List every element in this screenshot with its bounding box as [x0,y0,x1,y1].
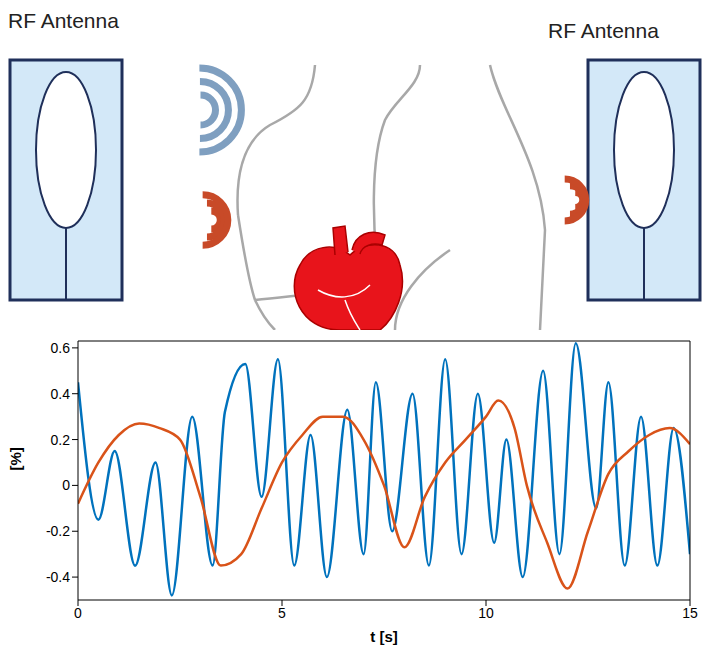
svg-text:RF Antenna: RF Antenna [548,19,659,42]
svg-text:0.4: 0.4 [51,386,71,402]
svg-text:0: 0 [62,477,70,493]
svg-text:-0.4: -0.4 [46,569,70,585]
svg-text:5: 5 [278,605,286,621]
svg-text:15: 15 [682,605,698,621]
svg-text:10: 10 [478,605,494,621]
svg-text:0: 0 [74,605,82,621]
svg-text:t [s]: t [s] [370,628,398,645]
svg-text:0.6: 0.6 [51,340,71,356]
svg-text:-0.2: -0.2 [46,523,70,539]
svg-text:0.2: 0.2 [51,432,71,448]
svg-text:RF Antenna: RF Antenna [8,9,119,32]
svg-text:[%]: [%] [7,447,24,470]
